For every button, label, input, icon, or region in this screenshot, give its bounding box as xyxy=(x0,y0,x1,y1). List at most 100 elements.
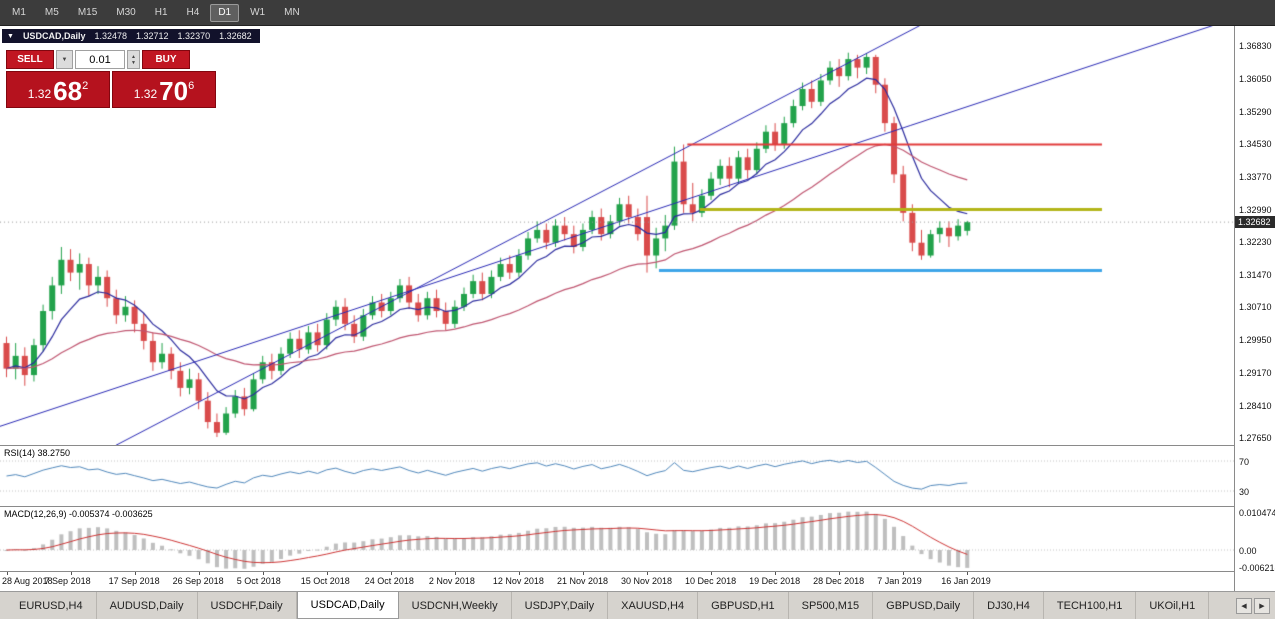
timeframe-button-m15[interactable]: M15 xyxy=(70,4,105,22)
date-axis-label: 26 Sep 2018 xyxy=(172,576,224,586)
timeframe-button-m1[interactable]: M1 xyxy=(4,4,34,22)
timeframe-button-mn[interactable]: MN xyxy=(276,4,308,22)
macd-axis-label: 0.00 xyxy=(1239,546,1257,556)
ohlc-low: 1.32370 xyxy=(177,31,211,41)
date-axis-label: 7 Sep 2018 xyxy=(44,576,91,586)
date-axis-label: 7 Jan 2019 xyxy=(877,576,922,586)
date-axis-label: 21 Nov 2018 xyxy=(556,576,608,586)
tab-usdchf-daily[interactable]: USDCHF,Daily xyxy=(198,592,297,619)
chart-window: ▼ USDCAD,Daily 1.32478 1.32712 1.32370 1… xyxy=(0,26,1275,591)
tab-usdjpy-daily[interactable]: USDJPY,Daily xyxy=(512,592,609,619)
date-axis-label: 12 Nov 2018 xyxy=(492,576,544,586)
pane-divider xyxy=(0,571,1234,572)
stepper-up-icon: ▲ xyxy=(131,53,136,60)
buy-button[interactable]: BUY xyxy=(142,50,190,69)
date-axis-tick xyxy=(582,572,584,575)
price-axis-label: 1.29950 xyxy=(1239,334,1272,345)
price-axis-label: 1.35290 xyxy=(1239,106,1272,117)
sell-price-button[interactable]: 1.32 68 2 xyxy=(6,71,110,108)
tab-xauusd-h4[interactable]: XAUUSD,H4 xyxy=(608,592,699,619)
price-axis-label: 1.31470 xyxy=(1239,269,1272,280)
chart-title-bar: ▼ USDCAD,Daily 1.32478 1.32712 1.32370 1… xyxy=(2,29,260,43)
date-axis-label: 24 Oct 2018 xyxy=(364,576,414,586)
sell-price-prefix: 1.32 xyxy=(27,87,52,101)
sell-button[interactable]: SELL xyxy=(6,50,54,69)
price-axis-label: 1.27650 xyxy=(1239,433,1272,443)
date-axis-tick xyxy=(711,572,713,575)
tab-ukoil-h1[interactable]: UKOil,H1 xyxy=(1136,592,1210,619)
chart-tabs: EURUSD,H4 AUDUSD,Daily USDCHF,Daily USDCAD,… xyxy=(6,592,1210,619)
tab-scroll-right-button[interactable]: ▶ xyxy=(1254,597,1270,614)
tab-dj30-h4[interactable]: DJ30,H4 xyxy=(974,592,1044,619)
price-axis[interactable]: 1.32682 1.36830 1.36050 1.35290 1.34530 1.33… xyxy=(1235,26,1275,591)
pane-divider xyxy=(0,445,1234,446)
price-axis-label: 1.33770 xyxy=(1239,171,1272,182)
tab-scroll-left-button[interactable]: ◀ xyxy=(1236,597,1252,614)
ohlc-open: 1.32478 xyxy=(94,31,127,41)
date-axis-label: 30 Nov 2018 xyxy=(621,576,673,586)
volume-stepper[interactable]: ▲ ▼ xyxy=(127,50,140,69)
scroll-left-icon: ◀ xyxy=(1241,602,1247,610)
trade-prices-row: 1.32 68 2 1.32 70 6 xyxy=(6,71,216,108)
timeframe-button-h1[interactable]: H1 xyxy=(147,4,176,22)
tab-audusd-daily[interactable]: AUDUSD,Daily xyxy=(97,592,198,619)
date-axis-tick xyxy=(262,572,264,575)
buy-price-sup: 6 xyxy=(188,80,195,92)
tab-tech100-h1[interactable]: TECH100,H1 xyxy=(1044,592,1137,619)
chart-symbol-title: USDCAD,Daily xyxy=(22,31,86,41)
buy-price-big: 70 xyxy=(159,76,189,106)
rsi-indicator-canvas[interactable] xyxy=(0,446,1234,506)
price-axis-label: 1.30710 xyxy=(1239,302,1272,313)
date-axis-label: 10 Dec 2018 xyxy=(685,576,737,586)
tab-usdcnh-weekly[interactable]: USDCNH,Weekly xyxy=(399,592,512,619)
timeframe-button-d1[interactable]: D1 xyxy=(210,3,240,22)
sell-price-sup: 2 xyxy=(82,80,89,92)
date-axis-tick xyxy=(326,572,328,575)
date-axis-label: 15 Oct 2018 xyxy=(300,576,350,586)
lot-decrease-button[interactable]: ▼ xyxy=(56,50,73,69)
date-axis-label: 2 Nov 2018 xyxy=(428,576,475,586)
tab-sp500-m15[interactable]: SP500,M15 xyxy=(789,592,874,619)
price-axis-label: 1.34530 xyxy=(1239,139,1272,150)
date-axis-tick xyxy=(775,572,777,575)
rsi-label: RSI(14) 38.2750 xyxy=(4,448,71,458)
timeframe-toolbar: M1 M5 M15 M30 H1 H4 D1 W1 MN xyxy=(0,0,1275,26)
tab-gbpusd-daily[interactable]: GBPUSD,Daily xyxy=(873,592,975,619)
macd-indicator-canvas[interactable] xyxy=(0,507,1234,571)
date-axis-tick xyxy=(198,572,200,575)
timeframe-button-m30[interactable]: M30 xyxy=(108,4,143,22)
macd-axis-label: -0.006218 xyxy=(1239,563,1275,573)
date-axis-label: 17 Sep 2018 xyxy=(108,576,160,586)
timeframe-button-h4[interactable]: H4 xyxy=(179,4,208,22)
date-axis[interactable]: 28 Aug 2018 7 Sep 2018 17 Sep 2018 26 Sep 2… xyxy=(0,572,1234,591)
date-axis-label: 19 Dec 2018 xyxy=(749,576,801,586)
timeframe-button-m5[interactable]: M5 xyxy=(37,4,67,22)
price-axis-label: 1.28410 xyxy=(1239,400,1272,411)
timeframe-button-w1[interactable]: W1 xyxy=(242,4,273,22)
macd-label: MACD(12,26,9) -0.005374 -0.003625 xyxy=(4,509,153,519)
price-axis-label: 1.32230 xyxy=(1239,237,1272,248)
buy-price-button[interactable]: 1.32 70 6 xyxy=(112,71,216,108)
price-axis-label: 1.32990 xyxy=(1239,204,1272,215)
buy-price-prefix: 1.32 xyxy=(133,87,158,101)
sell-price-big: 68 xyxy=(53,76,83,106)
date-axis-tick xyxy=(70,572,72,575)
volume-input[interactable] xyxy=(75,50,125,69)
date-axis-label: 16 Jan 2019 xyxy=(941,576,991,586)
lot-down-icon: ▼ xyxy=(61,56,68,63)
macd-axis-label: 0.010474 xyxy=(1239,507,1275,518)
tab-gbpusd-h1[interactable]: GBPUSD,H1 xyxy=(698,592,789,619)
chart-menu-icon[interactable]: ▼ xyxy=(7,32,14,40)
ohlc-close: 1.32682 xyxy=(219,31,252,41)
ohlc-high: 1.32712 xyxy=(136,31,169,41)
date-axis-tick xyxy=(518,572,520,575)
axis-divider xyxy=(1234,26,1235,591)
date-axis-tick xyxy=(134,572,136,575)
tab-eurusd-h4[interactable]: EURUSD,H4 xyxy=(6,592,97,619)
date-axis-tick xyxy=(647,572,648,575)
pane-divider xyxy=(0,506,1234,507)
tab-usdcad-daily[interactable]: USDCAD,Daily xyxy=(296,592,399,619)
date-axis-label: 28 Dec 2018 xyxy=(813,576,865,586)
